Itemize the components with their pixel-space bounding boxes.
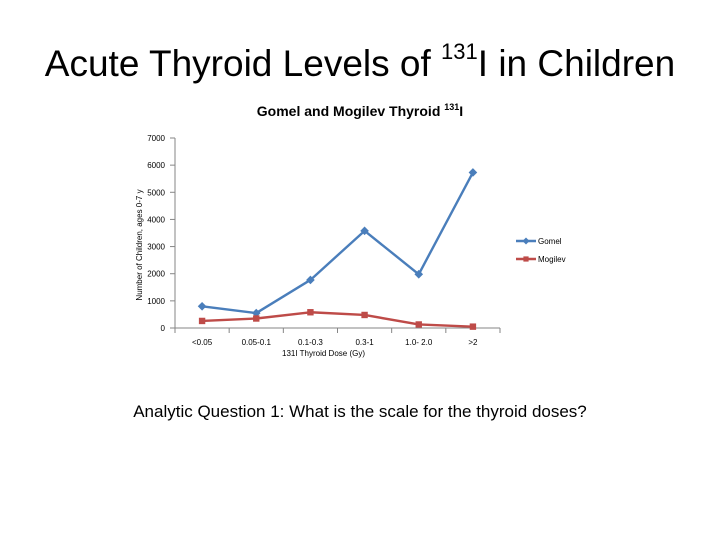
chart-legend: Gomel Mogilev: [516, 237, 566, 264]
legend-marker-gomel: [522, 237, 530, 245]
series-mogilev: [198, 309, 477, 330]
legend-marker-mogilev: [523, 256, 529, 262]
chart-title: Gomel and Mogilev Thyroid 131I: [160, 102, 560, 120]
x-tick-label: 0.05-0.1: [242, 338, 272, 347]
chart-title-superscript: 131: [444, 102, 460, 112]
chart-axes: 0 1000 2000 3000 4000 5000 6000 7000 <0.05 0.05-0…: [135, 134, 501, 358]
x-axis-label: 131I Thyroid Dose (Gy): [282, 349, 365, 358]
data-point-mogilev: [198, 317, 206, 325]
legend-label-gomel: Gomel: [538, 237, 562, 246]
data-point-gomel: [414, 269, 424, 279]
y-tick-label: 2000: [147, 270, 165, 279]
series-gomel: [197, 168, 478, 318]
y-tick-label: 3000: [147, 243, 165, 252]
x-tick-label: <0.05: [192, 338, 213, 347]
x-tick-label: 0.3-1: [355, 338, 374, 347]
chart-title-pre: Gomel and Mogilev Thyroid: [256, 103, 445, 119]
series-line-gomel: [201, 171, 474, 315]
x-tick-label: >2: [468, 338, 478, 347]
slide-title: Acute Thyroid Levels of 131I in Children: [0, 40, 720, 88]
data-point-mogilev: [307, 309, 314, 316]
analytic-question: Analytic Question 1: What is the scale f…: [133, 402, 587, 421]
data-point-gomel: [251, 308, 261, 318]
data-point-mogilev: [253, 315, 260, 322]
chart-title-post: I: [459, 103, 464, 119]
y-tick-label: 6000: [147, 161, 165, 170]
chart-series: [197, 168, 478, 330]
data-point-mogilev: [361, 311, 368, 319]
y-tick-label: 0: [161, 324, 166, 333]
y-tick-label: 5000: [147, 188, 165, 197]
data-point-mogilev: [415, 321, 422, 328]
x-tick-label: 0.1-0.3: [298, 338, 323, 347]
series-line-mogilev: [202, 311, 473, 328]
data-point-gomel: [360, 226, 369, 236]
slide-title-post: I in Children: [477, 43, 676, 84]
slide-title-superscript: 131: [441, 39, 478, 64]
y-axis-label: Number of Children, ages 0-7 y: [135, 189, 144, 300]
x-tick-label: 1.0- 2.0: [405, 338, 433, 347]
y-tick-label: 7000: [147, 134, 165, 143]
data-point-gomel: [306, 275, 315, 285]
legend-label-mogilev: Mogilev: [538, 255, 566, 264]
data-point-gomel: [468, 168, 478, 177]
y-tick-label: 1000: [147, 297, 165, 306]
slide-title-pre: Acute Thyroid Levels of: [44, 43, 442, 84]
data-point-gomel: [197, 301, 207, 311]
y-tick-label: 4000: [147, 215, 165, 224]
data-point-mogilev: [469, 323, 477, 330]
